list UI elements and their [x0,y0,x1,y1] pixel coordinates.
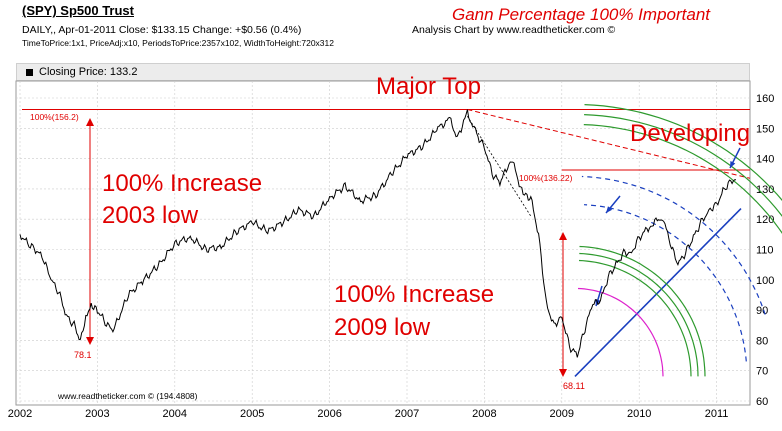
x-tick-label: 2003 [85,408,109,420]
x-tick-label: 2008 [472,408,496,420]
annotation-label: 100% Increase [102,170,262,197]
legend-label: Closing Price: 133.2 [39,66,138,78]
annotation-label: Developing [630,120,750,147]
gann-overlays [22,104,782,377]
green-arc-large-1 [583,124,782,234]
annotation-label: 100% Increase [334,281,494,308]
annotation-label: 68.11 [563,381,585,391]
annotation-label: 100%(136.22) [519,173,573,183]
arrow-2003-head-up [86,118,94,126]
blue-pointer-arrow-2011-head [730,161,736,168]
magenta-arc [577,287,664,377]
x-tick-label: 2011 [705,408,729,420]
annotation-label: 78.1 [74,350,92,360]
footer-credit: www.readtheticker.com © (194.4808) [57,391,198,401]
x-tick-label: 2002 [8,408,32,420]
y-tick-label: 90 [756,305,768,317]
y-tick-label: 60 [756,396,768,408]
analysis-credit: Analysis Chart by www.readtheticker.com … [412,24,616,36]
green-arc-large-2 [584,114,782,217]
headline: Gann Percentage 100% Important [452,5,710,24]
y-tick-label: 70 [756,366,768,378]
y-tick-label: 80 [756,335,768,347]
green-arc-small-3 [579,245,706,377]
dotted-decline-line [467,115,532,217]
annotations: Major Top Developing 100% Increase 2003 low… [30,73,750,391]
legend-swatch [26,69,33,76]
blue-trendline [574,208,742,377]
x-tick-label: 2010 [627,408,651,420]
y-tick-label: 140 [756,154,774,166]
price-info-line: DAILY,, Apr-01-2011 Close: $133.15 Chang… [22,24,302,36]
arrow-2009-head-down [559,369,567,377]
green-arc-small-1 [578,259,692,377]
ticker-title: (SPY) Sp500 Trust [22,3,134,18]
green-arc-small-2 [579,252,699,377]
blue-dashed-arc-2 [581,175,766,315]
x-tick-label: 2005 [240,408,264,420]
annotation-label: 100%(156.2) [30,112,79,122]
y-tick-label: 150 [756,123,774,135]
annotation-label: 2009 low [334,314,431,341]
green-arc-large-3 [584,104,782,202]
arrow-2003-head-down [86,337,94,345]
annotation-label: Major Top [376,73,481,100]
y-tick-label: 110 [756,245,774,257]
price-series-line [19,109,736,358]
plot-frame [15,80,751,406]
arrow-2009-head-up [559,232,567,240]
annotation-label: 2003 low [102,202,199,229]
parameters-line: TimeToPrice:1x1, PriceAdj:x10, PeriodsTo… [22,38,334,48]
grid [16,81,750,405]
x-tick-label: 2004 [163,408,187,420]
x-tick-label: 2009 [550,408,574,420]
x-tick-label: 2006 [317,408,341,420]
y-tick-label: 160 [756,93,774,105]
dashed-trendline-top [467,109,751,179]
blue-pointer-arrow-2010-head [606,206,613,213]
x-tick-label: 2007 [395,408,419,420]
y-tick-label: 100 [756,275,774,287]
y-tick-label: 120 [756,214,774,226]
